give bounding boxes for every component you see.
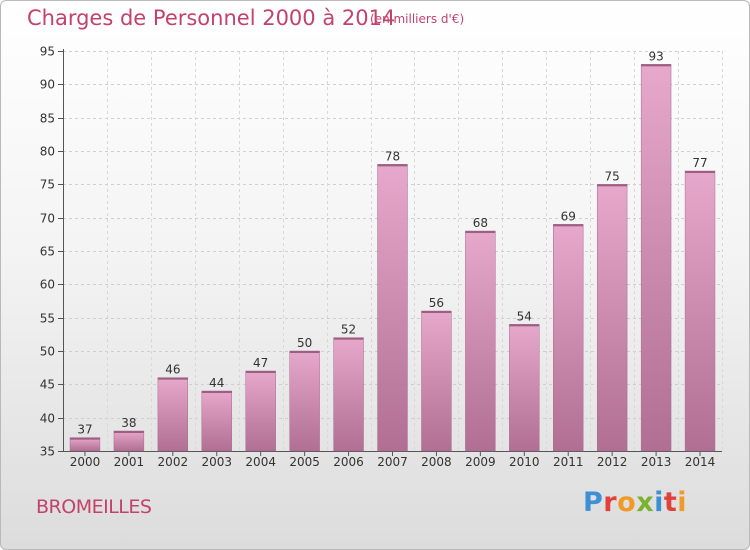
value-label-2009: 68	[473, 216, 488, 230]
x-tick-label-2006: 2006	[333, 455, 364, 469]
bar-top-edge	[245, 371, 276, 373]
value-label-2010: 54	[517, 309, 532, 323]
bar-2011	[553, 224, 584, 452]
bar-2005	[289, 350, 320, 452]
bar-top-edge	[201, 391, 232, 393]
x-tick-label-2002: 2002	[158, 455, 189, 469]
value-label-2012: 75	[605, 169, 620, 183]
logo-letter: P	[583, 487, 604, 518]
chart-title: Charges de Personnel 2000 à 2014	[27, 6, 396, 30]
y-tick-label: 80	[40, 145, 55, 159]
bar-top-edge	[553, 224, 584, 227]
bar-top-edge	[641, 64, 672, 67]
y-tick-label: 60	[40, 278, 55, 292]
bar-top-edge	[685, 171, 715, 173]
bar-top-edge	[597, 184, 628, 187]
bar-top-edge	[465, 231, 496, 233]
value-label-2011: 69	[561, 209, 576, 223]
bar-top-edge	[157, 377, 188, 380]
logo-letter: i	[654, 487, 664, 518]
value-label-2013: 93	[648, 49, 663, 63]
bar-2006	[333, 337, 364, 452]
bar-2012	[596, 184, 628, 452]
labels: 35 40 45 50 55 60 65 70 75 80 85 90 95 37 2000 38 2001 46…	[40, 45, 716, 470]
bars	[69, 64, 716, 452]
bar-2003	[201, 390, 232, 452]
value-label-2014: 77	[692, 156, 707, 170]
value-label-2003: 44	[209, 376, 224, 390]
x-tick-label-2008: 2008	[421, 455, 452, 469]
x-tick-label-2012: 2012	[597, 455, 628, 469]
logo-letter: i	[677, 487, 688, 518]
bar-2010	[509, 324, 540, 452]
logo-letter: t	[663, 487, 678, 518]
bar-2004	[245, 370, 276, 452]
logo-letter: x	[636, 487, 655, 518]
bar-top-edge	[289, 351, 320, 353]
value-label-2008: 56	[429, 296, 444, 310]
bar-2001	[113, 430, 145, 452]
value-label-2001: 38	[121, 416, 136, 430]
x-tick-label-2000: 2000	[70, 455, 101, 469]
value-label-2006: 52	[341, 323, 356, 337]
x-tick-label-2013: 2013	[641, 455, 672, 469]
x-tick-label-2014: 2014	[685, 455, 716, 469]
value-label-2000: 37	[77, 423, 92, 437]
y-tick-label: 90	[40, 78, 55, 92]
y-tick-label: 65	[40, 245, 55, 259]
place-name: BROMEILLES	[36, 496, 152, 518]
x-tick-label-2010: 2010	[509, 455, 540, 469]
x-tick-label-2011: 2011	[553, 455, 584, 469]
y-tick-label: 75	[40, 178, 55, 192]
x-tick-label-2005: 2005	[289, 455, 320, 469]
value-label-2002: 46	[165, 363, 180, 377]
bar-top-edge	[421, 311, 452, 313]
y-tick-label: 40	[40, 412, 55, 426]
x-tick-label-2003: 2003	[201, 455, 232, 469]
logo-letter: o	[617, 487, 637, 518]
bar-top-edge	[333, 337, 364, 340]
y-tick-label: 70	[40, 212, 55, 226]
bar-2013	[640, 64, 672, 452]
x-tick-label-2007: 2007	[377, 455, 408, 469]
x-tick-label-2001: 2001	[114, 455, 145, 469]
bar-2002	[157, 377, 189, 452]
bar-top-edge	[70, 437, 100, 440]
x-tick-label-2009: 2009	[465, 455, 496, 469]
value-label-2007: 78	[385, 149, 400, 163]
y-tick-label: 50	[40, 345, 55, 359]
proxiti-logo[interactable]: Proxiti	[583, 487, 687, 518]
bar-top-edge	[509, 324, 540, 327]
y-tick-label: 35	[40, 445, 55, 459]
value-label-2004: 47	[253, 356, 268, 370]
axes	[58, 49, 722, 456]
bar-2009	[465, 230, 496, 452]
y-tick-label: 95	[40, 45, 55, 59]
y-tick-label: 45	[40, 378, 55, 392]
bar-2014	[684, 170, 716, 452]
x-tick-label-2004: 2004	[245, 455, 276, 469]
chart-subtitle: (en milliers d'€)	[370, 12, 465, 26]
bar-top-edge	[113, 431, 144, 433]
value-label-2005: 50	[297, 336, 312, 350]
logo-letter: r	[603, 487, 618, 518]
bar-2008	[421, 310, 452, 452]
bar-top-edge	[377, 164, 408, 167]
bar-2007	[377, 164, 408, 452]
y-tick-label: 55	[40, 312, 55, 326]
y-tick-label: 85	[40, 112, 55, 126]
